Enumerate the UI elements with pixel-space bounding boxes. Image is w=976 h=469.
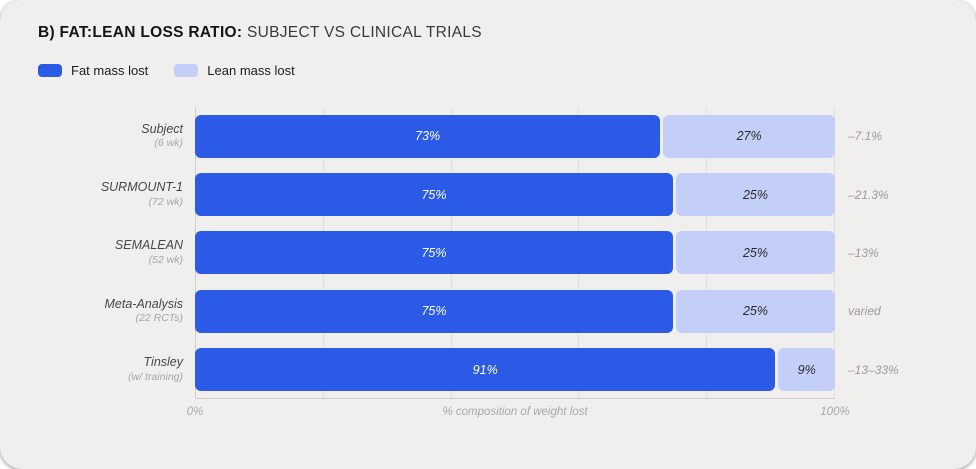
lean-segment: 25% bbox=[676, 173, 835, 217]
row-annotation: –7.1% bbox=[848, 129, 883, 144]
bar-track: 91% 9% bbox=[195, 348, 835, 392]
x-axis: 0% % composition of weight lost 100% bbox=[187, 406, 850, 422]
row-label-name: Tinsley bbox=[143, 355, 183, 370]
row-label-sub: (6 wk) bbox=[154, 137, 183, 150]
row-annotation: –13% bbox=[848, 245, 879, 260]
row-label-name: SURMOUNT-1 bbox=[100, 179, 183, 194]
fat-segment-value: 75% bbox=[421, 187, 447, 202]
chart-title-regular: SUBJECT VS CLINICAL TRIALS bbox=[242, 24, 482, 41]
fat-segment: 75% bbox=[195, 173, 673, 217]
chart-row: Meta-Analysis (22 RCTs) 75% 25% varied bbox=[38, 282, 938, 340]
stacked-bar-chart: Subject (6 wk) 73% 27% –7.1% SURMOUNT-1 … bbox=[38, 107, 938, 422]
row-label-sub: (22 RCTs) bbox=[135, 312, 183, 325]
lean-segment: 25% bbox=[676, 289, 835, 333]
lean-segment: 27% bbox=[663, 114, 835, 158]
fat-segment: 91% bbox=[195, 348, 776, 392]
chart-title-bold: B) FAT:LEAN LOSS RATIO: bbox=[38, 24, 243, 41]
row-label: SEMALEAN (52 wk) bbox=[38, 238, 195, 267]
fat-legend-swatch bbox=[38, 64, 62, 77]
bar-track: 75% 25% bbox=[195, 231, 835, 275]
lean-legend-swatch bbox=[174, 64, 199, 77]
lean-segment: 25% bbox=[676, 231, 835, 275]
lean-segment-value: 9% bbox=[797, 362, 816, 377]
fat-segment-value: 75% bbox=[421, 245, 447, 260]
row-annotation: varied bbox=[848, 304, 881, 319]
fat-segment-value: 91% bbox=[472, 362, 498, 377]
row-label-name: Subject bbox=[141, 121, 183, 136]
legend-item-lean: Lean mass lost bbox=[174, 63, 295, 78]
fat-segment-value: 75% bbox=[421, 304, 447, 319]
fat-segment-value: 73% bbox=[415, 129, 441, 144]
lean-segment-value: 27% bbox=[736, 129, 762, 144]
row-label: SURMOUNT-1 (72 wk) bbox=[38, 180, 195, 209]
row-label: Meta-Analysis (22 RCTs) bbox=[38, 297, 195, 326]
row-label-sub: (72 wk) bbox=[148, 195, 183, 208]
bar-track: 75% 25% bbox=[195, 289, 835, 333]
row-label: Subject (6 wk) bbox=[38, 122, 195, 151]
fat-segment: 73% bbox=[195, 114, 661, 158]
row-label-sub: (w/ training) bbox=[128, 370, 183, 383]
fat-segment: 75% bbox=[195, 231, 673, 275]
chart-row: SEMALEAN (52 wk) 75% 25% –13% bbox=[38, 224, 938, 282]
bar-track: 73% 27% bbox=[195, 114, 835, 158]
fat-segment: 75% bbox=[195, 289, 673, 333]
chart-row: SURMOUNT-1 (72 wk) 75% 25% –21.3% bbox=[38, 165, 938, 223]
legend-item-fat: Fat mass lost bbox=[38, 63, 148, 78]
x-axis-title: % composition of weight lost bbox=[442, 406, 588, 418]
chart-row: Tinsley (w/ training) 91% 9% –13–33% bbox=[38, 341, 938, 399]
row-annotation: –13–33% bbox=[848, 362, 899, 377]
chart-rows: Subject (6 wk) 73% 27% –7.1% SURMOUNT-1 … bbox=[38, 107, 938, 399]
row-annotation: –21.3% bbox=[848, 187, 889, 202]
row-label-sub: (52 wk) bbox=[148, 253, 183, 266]
x-axis-max-tick: 100% bbox=[820, 406, 850, 418]
lean-segment-value: 25% bbox=[742, 304, 769, 319]
bar-track: 75% 25% bbox=[195, 173, 835, 217]
lean-segment-value: 25% bbox=[742, 245, 769, 260]
row-label-name: Meta-Analysis bbox=[104, 296, 184, 311]
fat-legend-label: Fat mass lost bbox=[71, 63, 149, 78]
legend: Fat mass lost Lean mass lost bbox=[38, 63, 938, 78]
lean-segment-value: 25% bbox=[742, 187, 769, 202]
row-label-name: SEMALEAN bbox=[114, 238, 183, 253]
lean-segment: 9% bbox=[778, 348, 835, 392]
chart-row: Subject (6 wk) 73% 27% –7.1% bbox=[38, 107, 938, 165]
row-label: Tinsley (w/ training) bbox=[38, 355, 195, 384]
chart-title: B) FAT:LEAN LOSS RATIO: SUBJECT VS CLINI… bbox=[38, 24, 938, 42]
x-axis-min-tick: 0% bbox=[186, 406, 204, 418]
lean-legend-label: Lean mass lost bbox=[207, 63, 295, 78]
